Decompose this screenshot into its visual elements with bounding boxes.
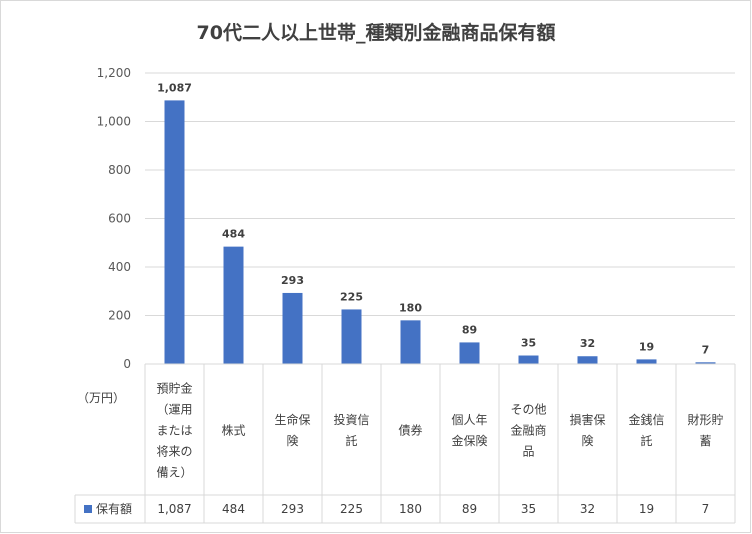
bar <box>459 342 480 364</box>
data-label: 1,087 <box>157 81 192 94</box>
category-label-line: 債券 <box>398 423 422 438</box>
table-value-cell: 180 <box>399 502 422 516</box>
legend-swatch <box>84 505 92 513</box>
category-label-line: 険 <box>286 434 298 448</box>
category-label: 金銭信託 <box>628 412 664 448</box>
legend-label: 保有額 <box>96 502 132 516</box>
chart-title: 70代二人以上世帯_種類別金融商品保有額 <box>196 22 556 44</box>
category-label-line: 金銭信 <box>628 412 664 427</box>
table-value-cell: 484 <box>222 502 245 516</box>
category-label: 債券 <box>398 423 422 438</box>
category-label-line: 険 <box>581 434 593 448</box>
table-value-cell: 35 <box>521 502 536 516</box>
table-value-cell: 32 <box>580 502 595 516</box>
y-tick-label: 1,200 <box>97 66 131 80</box>
table-value-cell: 1,087 <box>157 502 191 516</box>
category-label-line: 金融商 <box>510 423 546 438</box>
y-tick-label: 200 <box>108 309 131 323</box>
category-label-line: （運用 <box>156 403 192 417</box>
table-value-cell: 293 <box>281 502 304 516</box>
unit-label: （万円） <box>77 391 125 405</box>
bar <box>695 362 716 364</box>
category-label-line: 生命保 <box>274 412 310 427</box>
category-label: 財形貯蓄 <box>687 412 723 448</box>
y-tick-label: 0 <box>123 357 131 371</box>
category-label: 個人年金保険 <box>451 413 487 448</box>
data-label: 32 <box>580 337 595 350</box>
table-value-cell: 89 <box>462 502 477 516</box>
category-label-line: 財形貯 <box>687 412 723 427</box>
category-label-line: 託 <box>345 433 357 448</box>
category-label-line: 蓄 <box>699 434 711 448</box>
category-label-line: 株式 <box>221 423 245 438</box>
data-label: 484 <box>222 228 245 241</box>
category-label-line: 預貯金 <box>156 381 192 396</box>
category-label-line: 品 <box>522 445 534 459</box>
data-label: 7 <box>702 343 710 356</box>
category-label: その他金融商品 <box>510 403 546 459</box>
bar <box>341 309 362 364</box>
bar <box>636 359 657 364</box>
bar <box>223 246 244 364</box>
y-tick-label: 1,000 <box>97 115 131 129</box>
data-label: 35 <box>521 337 536 350</box>
category-label-line: 将来の <box>156 445 192 459</box>
category-label-line: 金保険 <box>451 433 487 448</box>
y-tick-label: 600 <box>108 212 131 226</box>
bar <box>518 355 539 364</box>
category-label: 損害保険 <box>569 412 605 448</box>
category-label: 投資信託 <box>333 412 369 448</box>
category-label-line: または <box>156 424 192 438</box>
y-tick-label: 800 <box>108 163 131 177</box>
y-tick-label: 400 <box>108 260 131 274</box>
bar <box>282 292 303 364</box>
data-label: 180 <box>399 301 422 314</box>
category-label-line: 備え） <box>156 465 192 480</box>
table-value-cell: 225 <box>340 502 363 516</box>
category-label-line: 損害保 <box>569 412 605 427</box>
bar <box>400 320 421 364</box>
data-label: 19 <box>639 340 654 353</box>
data-label: 293 <box>281 274 304 287</box>
bar <box>164 100 185 364</box>
table-value-cell: 7 <box>702 502 710 516</box>
category-label-line: その他 <box>510 403 546 417</box>
category-label: 株式 <box>221 423 245 438</box>
bar <box>577 356 598 364</box>
category-label-line: 個人年 <box>451 413 487 427</box>
category-label-line: 託 <box>640 433 652 448</box>
category-label: 生命保険 <box>274 412 310 448</box>
table-value-cell: 19 <box>639 502 654 516</box>
data-label: 89 <box>462 323 477 336</box>
category-label-line: 投資信 <box>333 412 369 427</box>
category-label: 預貯金 （運用または将来の備え） <box>156 381 192 480</box>
data-label: 225 <box>340 290 363 303</box>
